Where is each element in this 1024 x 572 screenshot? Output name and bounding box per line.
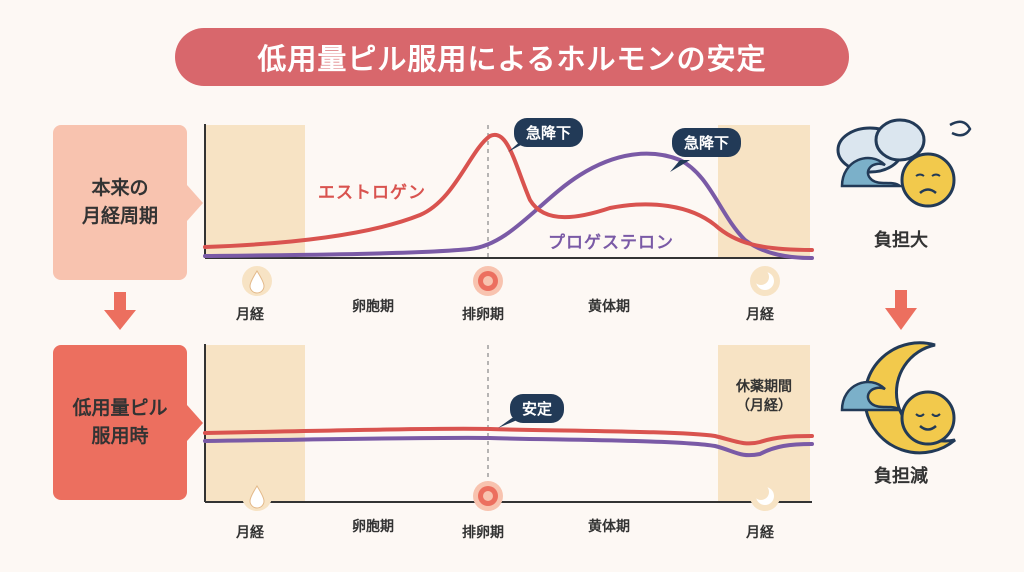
page-title: 低用量ピル服用によるホルモンの安定 (175, 28, 849, 86)
progesterone-drop-badge: 急降下 (672, 128, 742, 157)
estrogen-curve (203, 132, 814, 252)
stable-badge: 安定 (510, 394, 565, 423)
wave-icon (840, 380, 904, 412)
calm-face-icon (900, 390, 956, 446)
badge-tail (670, 160, 690, 172)
natural-cycle-label: 本来の 月経周期 (53, 125, 203, 280)
phase-menstruation: 月経 (236, 307, 264, 323)
drop-icon (242, 266, 272, 296)
pointer-arrow (187, 184, 203, 221)
menses-band-start (205, 345, 305, 502)
phase-follicular: 卵胞期 (352, 299, 394, 315)
phase-luteal: 黄体期 (588, 519, 630, 535)
pill-cycle-label-text: 低用量ピル 服用時 (72, 396, 168, 447)
pill-cycle-label: 低用量ピル 服用時 (53, 345, 203, 500)
phase-luteal: 黄体期 (588, 299, 630, 315)
moon-icon (750, 266, 780, 296)
progesterone-curve (203, 435, 814, 458)
down-arrow-icon (104, 292, 136, 330)
rest-period-band (718, 345, 810, 502)
phase-ovulation: 排卵期 (462, 525, 504, 541)
moon-icon (863, 341, 956, 455)
phase-menstruation: 月経 (746, 525, 774, 541)
down-arrow-icon (885, 290, 917, 330)
moon-icon (750, 481, 780, 511)
menses-band-start (205, 125, 305, 258)
sad-face-icon (900, 152, 956, 208)
burden-high-label: 負担大 (874, 230, 928, 251)
natural-cycle-label-text: 本来の 月経周期 (81, 176, 158, 227)
progesterone-curve (203, 151, 814, 260)
phase-menstruation: 月経 (236, 525, 264, 541)
egg-icon (473, 266, 503, 296)
phase-follicular: 卵胞期 (352, 519, 394, 535)
phase-ovulation: 排卵期 (462, 307, 504, 323)
estrogen-label: エストロゲン (318, 183, 426, 203)
burden-low-label: 負担減 (874, 466, 928, 487)
pointer-arrow (187, 404, 203, 441)
progesterone-label: プロゲステロン (548, 233, 674, 253)
drop-icon (242, 481, 272, 511)
rest-period-label: 休薬期間 （月経） (736, 379, 792, 414)
egg-icon (473, 481, 503, 511)
estrogen-curve (203, 426, 814, 446)
estrogen-drop-badge: 急降下 (514, 118, 584, 147)
wave-icon (840, 156, 904, 188)
dizzy-swirl-icon (949, 120, 972, 137)
phase-menstruation: 月経 (746, 307, 774, 323)
